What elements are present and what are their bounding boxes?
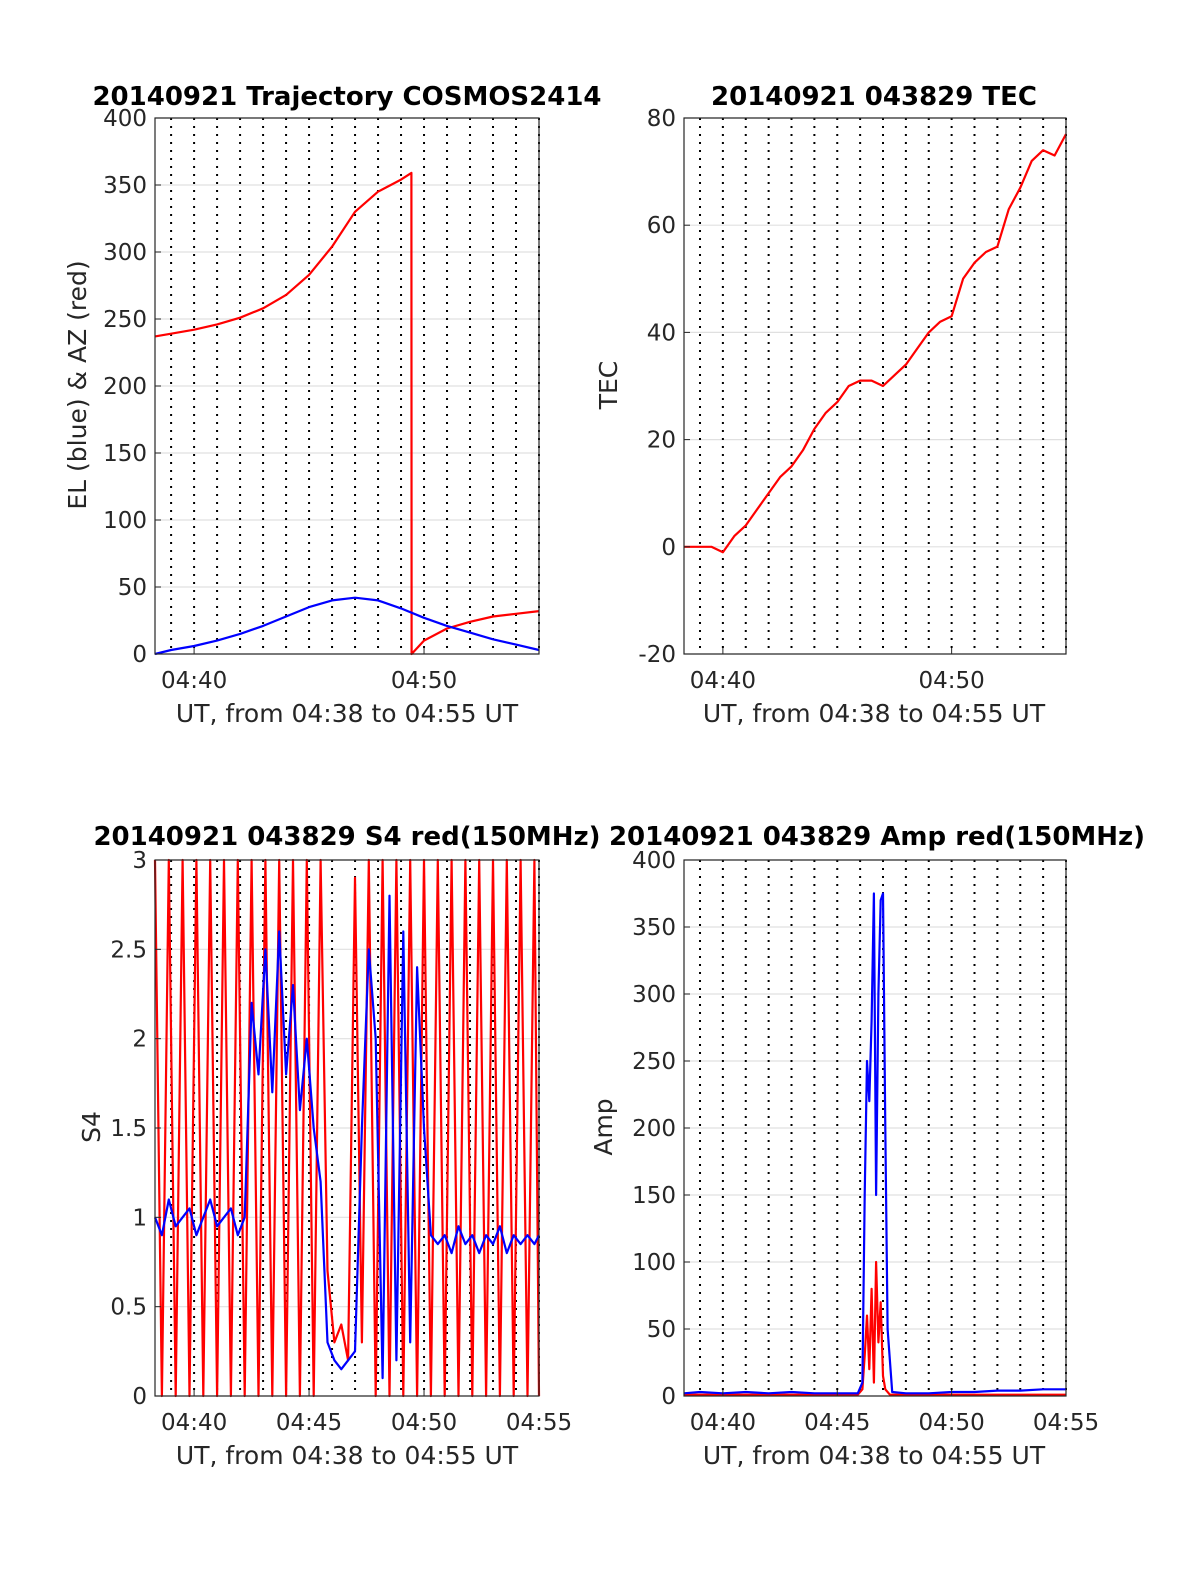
x-tick-label: 04:40 <box>161 1410 227 1436</box>
y-tick-label: 1 <box>132 1205 147 1231</box>
chart-title: 20140921 Trajectory COSMOS2414 <box>92 82 601 112</box>
y-tick-label: 40 <box>647 320 676 346</box>
chart-title: 20140921 043829 Amp red(150MHz) <box>609 822 1145 852</box>
y-tick-label: 250 <box>103 307 147 333</box>
y-tick-label: 400 <box>103 106 147 132</box>
y-tick-label: 3 <box>132 848 147 874</box>
y-tick-label: 250 <box>632 1049 676 1075</box>
x-axis-label: UT, from 04:38 to 04:55 UT <box>176 699 519 728</box>
y-tick-label: 0 <box>661 535 676 561</box>
y-tick-label: 200 <box>103 374 147 400</box>
y-tick-label: 100 <box>103 508 147 534</box>
y-tick-label: 80 <box>647 106 676 132</box>
y-tick-label: 20 <box>647 428 676 454</box>
y-tick-label: 200 <box>632 1116 676 1142</box>
y-tick-label: 0.5 <box>110 1295 147 1321</box>
series-line-2 <box>154 596 540 656</box>
x-tick-label: 04:55 <box>1033 1410 1099 1436</box>
x-tick-label: 04:45 <box>804 1410 870 1436</box>
y-tick-label: 50 <box>118 575 147 601</box>
y-tick-label: 300 <box>632 982 676 1008</box>
x-tick-label: 04:50 <box>918 1410 984 1436</box>
x-tick-label: 04:55 <box>506 1410 572 1436</box>
chart-title: 20140921 043829 S4 red(150MHz) <box>93 822 600 852</box>
y-axis-label: S4 <box>77 1111 106 1143</box>
y-axis-label: EL (blue) & AZ (red) <box>63 260 92 509</box>
x-axis-label: UT, from 04:38 to 04:55 UT <box>176 1441 519 1470</box>
x-tick-label: 04:40 <box>690 668 756 694</box>
series-line-2 <box>683 892 1066 1395</box>
plot-frame <box>683 117 1067 655</box>
y-tick-label: 400 <box>632 848 676 874</box>
chart-title: 20140921 043829 TEC <box>711 82 1037 112</box>
series-line-2 <box>153 894 540 1380</box>
x-axis-label: UT, from 04:38 to 04:55 UT <box>703 1441 1046 1470</box>
y-tick-label: 150 <box>632 1183 676 1209</box>
chart-trajectory: 20140921 Trajectory COSMOS2414 EL (blue)… <box>63 82 602 728</box>
y-axis-label: TEC <box>594 361 623 411</box>
y-tick-label: 350 <box>103 173 147 199</box>
y-tick-label: -20 <box>638 642 676 668</box>
series-line-1 <box>684 133 1067 554</box>
chart-amp: 20140921 043829 Amp red(150MHz) Amp UT, … <box>589 822 1145 1470</box>
chart-tec: 20140921 043829 TEC TEC UT, from 04:38 t… <box>594 82 1067 728</box>
y-tick-label: 60 <box>647 213 676 239</box>
y-tick-label: 300 <box>103 240 147 266</box>
y-tick-label: 0 <box>661 1384 676 1410</box>
y-tick-label: 350 <box>632 915 676 941</box>
x-tick-label: 04:45 <box>276 1410 342 1436</box>
series-line-1 <box>154 171 540 656</box>
y-tick-label: 1.5 <box>110 1116 147 1142</box>
x-tick-label: 04:50 <box>391 668 457 694</box>
y-tick-label: 100 <box>632 1250 676 1276</box>
chart-s4: 20140921 043829 S4 red(150MHz) S4 UT, fr… <box>77 822 601 1470</box>
y-axis-label: Amp <box>589 1098 618 1155</box>
x-axis-label: UT, from 04:38 to 04:55 UT <box>703 699 1046 728</box>
y-tick-label: 0 <box>132 1384 147 1410</box>
x-tick-label: 04:40 <box>161 668 227 694</box>
x-tick-label: 04:50 <box>391 1410 457 1436</box>
y-tick-label: 2.5 <box>110 937 147 963</box>
y-tick-label: 0 <box>132 642 147 668</box>
x-tick-label: 04:40 <box>690 1410 756 1436</box>
x-tick-label: 04:50 <box>918 668 984 694</box>
y-tick-label: 50 <box>647 1317 676 1343</box>
y-tick-label: 2 <box>132 1027 147 1053</box>
y-tick-label: 150 <box>103 441 147 467</box>
